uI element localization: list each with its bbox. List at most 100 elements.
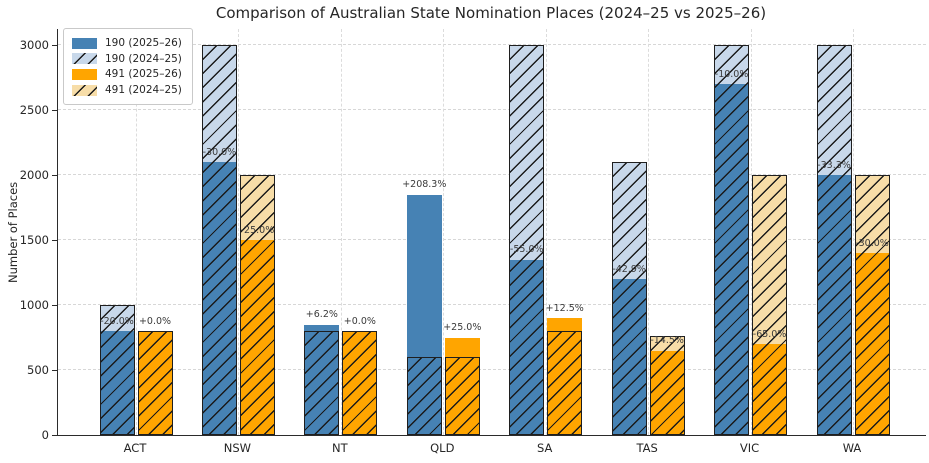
bar-491-2024-25-hatch-NT — [342, 331, 378, 435]
annotation-190-ACT: -20.0% — [100, 315, 134, 327]
gridline-h-1000 — [58, 304, 926, 305]
annotation-491-NT: +0.0% — [343, 315, 376, 327]
annotation-190-WA: -33.3% — [817, 159, 851, 171]
annotation-491-SA: +12.5% — [545, 302, 584, 314]
annotation-491-ACT: +0.0% — [138, 315, 172, 327]
bar-slot-190-WA: -33.3% — [816, 29, 852, 435]
bar-slot-190-QLD: +208.3% — [402, 29, 446, 435]
xtick-label-NSW: NSW — [223, 441, 252, 455]
annotation-190-QLD: +208.3% — [402, 179, 447, 190]
xtick-label-QLD: QLD — [430, 441, 455, 455]
annotation-491-NSW: -25.0% — [240, 224, 275, 236]
legend-swatch-491-2024-25 — [72, 84, 97, 96]
gridline-v-VIC — [750, 29, 752, 435]
bar-group-TAS: -42.9% -14.5% — [611, 29, 685, 435]
bar-group-NT: +6.2% +0.0% — [304, 29, 378, 435]
annotation-491-TAS: -14.5% — [650, 335, 684, 346]
bar-190-2024-25-hatch-SA — [509, 45, 545, 435]
gridline-v-NT — [340, 29, 342, 435]
bar-slot-190-NT: +6.2% — [304, 29, 340, 435]
bar-491-2024-25-hatch-QLD — [444, 357, 480, 435]
gridline-v-WA — [853, 29, 854, 435]
annotation-190-NSW: -30.0% — [202, 146, 237, 158]
ytick-label-500: 500 — [27, 362, 49, 377]
legend-swatch-190-2024-25 — [72, 53, 97, 65]
ytick-mark-1500 — [52, 240, 57, 241]
gridline-h-500 — [58, 369, 926, 370]
annotation-491-QLD: +25.0% — [443, 322, 482, 333]
bar-491-2024-25-hatch-SA — [547, 331, 583, 435]
annotation-190-NT: +6.2% — [305, 309, 338, 320]
ytick-mark-2000 — [52, 175, 57, 176]
chart-title: Comparison of Australian State Nominatio… — [215, 4, 767, 22]
bar-slot-190-NSW: -30.0% — [201, 29, 237, 435]
ytick-label-2500: 2500 — [19, 102, 49, 117]
legend-item-190-2025-26: 190 (2025–26) — [72, 37, 182, 50]
gridline-h-1500 — [58, 239, 926, 240]
bar-190-2024-25-hatch-QLD — [406, 357, 442, 435]
bar-group-QLD: +208.3% +25.0% — [402, 29, 482, 435]
gridline-v-NSW — [238, 29, 240, 435]
bar-491-2024-25-hatch-ACT — [137, 331, 173, 435]
ytick-mark-0 — [52, 435, 57, 436]
legend-label-491-2025-26: 491 (2025–26) — [105, 68, 182, 81]
bar-group-NSW: -30.0% -25.0% — [201, 29, 275, 435]
bar-slot-491-SA: +12.5% — [545, 29, 584, 435]
bar-slot-491-TAS: -14.5% — [649, 29, 685, 435]
ytick-mark-2500 — [52, 110, 57, 111]
bar-slot-491-QLD: +25.0% — [443, 29, 482, 435]
gridline-v-SA — [545, 29, 547, 435]
bar-190-2024-25-hatch-VIC — [714, 45, 750, 435]
bar-491-2024-25-hatch-VIC — [752, 175, 788, 435]
annotation-491-WA: -30.0% — [855, 237, 889, 249]
bar-group-WA: -33.3% -30.0% — [816, 29, 890, 435]
bar-slot-491-ACT: +0.0% — [137, 29, 173, 435]
bar-slot-491-NT: +0.0% — [342, 29, 378, 435]
bar-491-2024-25-hatch-TAS — [649, 336, 685, 435]
ytick-label-1500: 1500 — [19, 232, 49, 247]
bar-slot-190-SA: -55.0% — [509, 29, 545, 435]
bar-group-ACT: -20.0% +0.0% — [99, 29, 173, 435]
legend-label-190-2024-25: 190 (2024–25) — [105, 52, 182, 65]
gridline-h-2500 — [58, 109, 926, 110]
legend-item-491-2025-26: 491 (2025–26) — [72, 68, 182, 81]
ytick-mark-1000 — [52, 305, 57, 306]
bar-group-SA: -55.0% +12.5% — [509, 29, 584, 435]
legend-label-190-2025-26: 190 (2025–26) — [105, 37, 182, 49]
xtick-label-TAS: TAS — [636, 441, 658, 455]
ytick-mark-3000 — [52, 45, 57, 46]
legend-swatch-190-2025-26 — [72, 37, 97, 49]
bar-slot-190-TAS: -42.9% — [611, 29, 647, 435]
ytick-label-3000: 3000 — [19, 37, 49, 52]
gridline-v-TAS — [648, 29, 650, 435]
ytick-label-0: 0 — [41, 427, 49, 442]
xtick-label-SA: SA — [537, 441, 553, 455]
legend-swatch-491-2025-26 — [72, 68, 97, 80]
bar-190-2024-25-hatch-ACT — [99, 305, 135, 435]
ytick-label-1000: 1000 — [19, 297, 49, 312]
xtick-label-VIC: VIC — [739, 441, 760, 455]
bar-slot-190-ACT: -20.0% — [99, 29, 135, 435]
annotation-190-TAS: -42.9% — [612, 263, 646, 275]
gridline-h-3000 — [58, 44, 926, 45]
bar-491-2024-25-hatch-NSW — [239, 175, 275, 435]
bar-slot-491-WA: -30.0% — [854, 29, 890, 435]
bar-slot-491-VIC: -65.0% — [752, 29, 788, 435]
gridline-h-2000 — [58, 174, 926, 175]
legend-item-491-2024-25: 491 (2024–25) — [72, 84, 182, 97]
gridline-v-ACT — [136, 29, 137, 435]
bar-190-2024-25-hatch-NSW — [201, 45, 237, 435]
gridline-v-QLD — [443, 29, 445, 435]
xtick-label-NT: NT — [332, 441, 348, 455]
annotation-491-VIC: -65.0% — [752, 328, 787, 340]
legend: 190 (2025–26) 190 (2024–25) 491 (2025–26) 4… — [63, 28, 193, 106]
annotation-190-VIC: -10.0% — [714, 68, 749, 80]
bar-group-VIC: -10.0% -65.0% — [714, 29, 788, 435]
plot-area: -20.0% +0.0% -30.0% -25.0% +6.2% +0.0% +208.3%… — [57, 29, 926, 436]
bar-slot-190-VIC: -10.0% — [714, 29, 750, 435]
xtick-label-ACT: ACT — [123, 441, 147, 455]
bar-190-2024-25-hatch-TAS — [611, 162, 647, 435]
legend-item-190-2024-25: 190 (2024–25) — [72, 53, 182, 66]
ytick-mark-500 — [52, 370, 57, 371]
